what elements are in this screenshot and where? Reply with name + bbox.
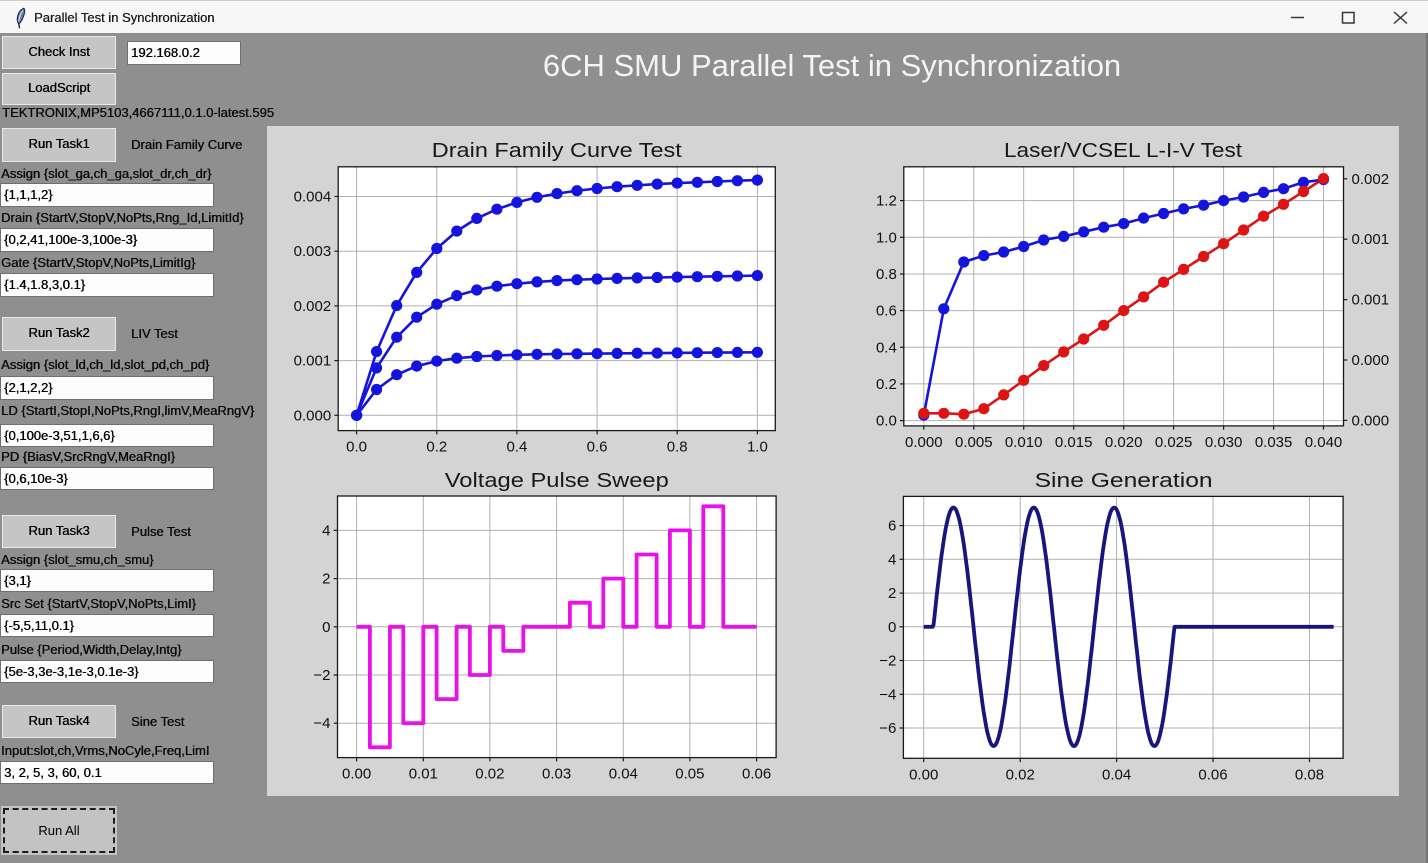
- svg-text:Sine Generation: Sine Generation: [1035, 470, 1213, 492]
- svg-text:0.004: 0.004: [294, 189, 332, 206]
- svg-text:4: 4: [322, 522, 330, 539]
- svg-text:0.000: 0.000: [905, 434, 943, 451]
- svg-text:0.0: 0.0: [346, 439, 367, 456]
- svg-text:1.0: 1.0: [876, 229, 897, 246]
- svg-text:0.02: 0.02: [1006, 766, 1035, 783]
- svg-text:−2: −2: [879, 653, 896, 670]
- svg-text:Drain Family Curve Test: Drain Family Curve Test: [432, 140, 683, 162]
- svg-text:0.002: 0.002: [1352, 171, 1390, 188]
- svg-text:0.06: 0.06: [1198, 766, 1227, 783]
- svg-text:0.025: 0.025: [1155, 434, 1193, 451]
- svg-text:0.000: 0.000: [1352, 412, 1390, 429]
- svg-text:−4: −4: [313, 715, 330, 732]
- svg-text:Voltage Pulse Sweep: Voltage Pulse Sweep: [445, 470, 669, 492]
- svg-text:0.040: 0.040: [1305, 434, 1343, 451]
- svg-text:2: 2: [888, 585, 896, 602]
- svg-text:0.01: 0.01: [409, 766, 438, 783]
- svg-text:0.0: 0.0: [876, 413, 897, 430]
- svg-text:−4: −4: [879, 686, 896, 703]
- svg-text:1.2: 1.2: [876, 193, 897, 210]
- svg-text:0.005: 0.005: [955, 434, 993, 451]
- svg-text:0.00: 0.00: [342, 766, 371, 783]
- svg-text:0.001: 0.001: [1352, 292, 1390, 309]
- svg-text:0.8: 0.8: [667, 439, 688, 456]
- svg-text:0.8: 0.8: [876, 266, 897, 283]
- svg-text:0.015: 0.015: [1055, 434, 1093, 451]
- svg-text:0: 0: [322, 619, 330, 636]
- svg-text:6: 6: [888, 518, 896, 535]
- svg-text:0.6: 0.6: [587, 439, 608, 456]
- svg-text:0.000: 0.000: [294, 407, 332, 424]
- svg-text:4: 4: [888, 551, 896, 568]
- svg-text:0.00: 0.00: [909, 766, 938, 783]
- svg-text:0.02: 0.02: [475, 766, 504, 783]
- svg-text:0.001: 0.001: [1352, 231, 1390, 248]
- svg-text:0.020: 0.020: [1105, 434, 1143, 451]
- svg-text:0.002: 0.002: [294, 298, 332, 315]
- svg-text:0.000: 0.000: [1352, 352, 1390, 369]
- svg-text:0.030: 0.030: [1205, 434, 1243, 451]
- svg-text:0.4: 0.4: [876, 339, 897, 356]
- svg-text:Laser/VCSEL L-I-V Test: Laser/VCSEL L-I-V Test: [1004, 140, 1242, 162]
- svg-text:0.035: 0.035: [1255, 434, 1293, 451]
- svg-text:0: 0: [888, 619, 896, 636]
- svg-text:0.04: 0.04: [1102, 766, 1131, 783]
- svg-text:0.06: 0.06: [742, 766, 771, 783]
- svg-text:−2: −2: [313, 667, 330, 684]
- svg-text:0.08: 0.08: [1295, 766, 1324, 783]
- svg-text:0.4: 0.4: [506, 439, 527, 456]
- svg-text:0.003: 0.003: [294, 243, 332, 260]
- svg-text:0.001: 0.001: [294, 353, 332, 370]
- svg-text:0.2: 0.2: [426, 439, 447, 456]
- svg-text:0.010: 0.010: [1005, 434, 1043, 451]
- svg-text:1.0: 1.0: [747, 439, 768, 456]
- svg-text:0.05: 0.05: [675, 766, 704, 783]
- svg-text:0.6: 0.6: [876, 303, 897, 320]
- svg-text:−6: −6: [879, 720, 896, 737]
- svg-text:0.2: 0.2: [876, 376, 897, 393]
- svg-text:0.04: 0.04: [609, 766, 638, 783]
- svg-text:2: 2: [322, 571, 330, 588]
- svg-text:0.03: 0.03: [542, 766, 571, 783]
